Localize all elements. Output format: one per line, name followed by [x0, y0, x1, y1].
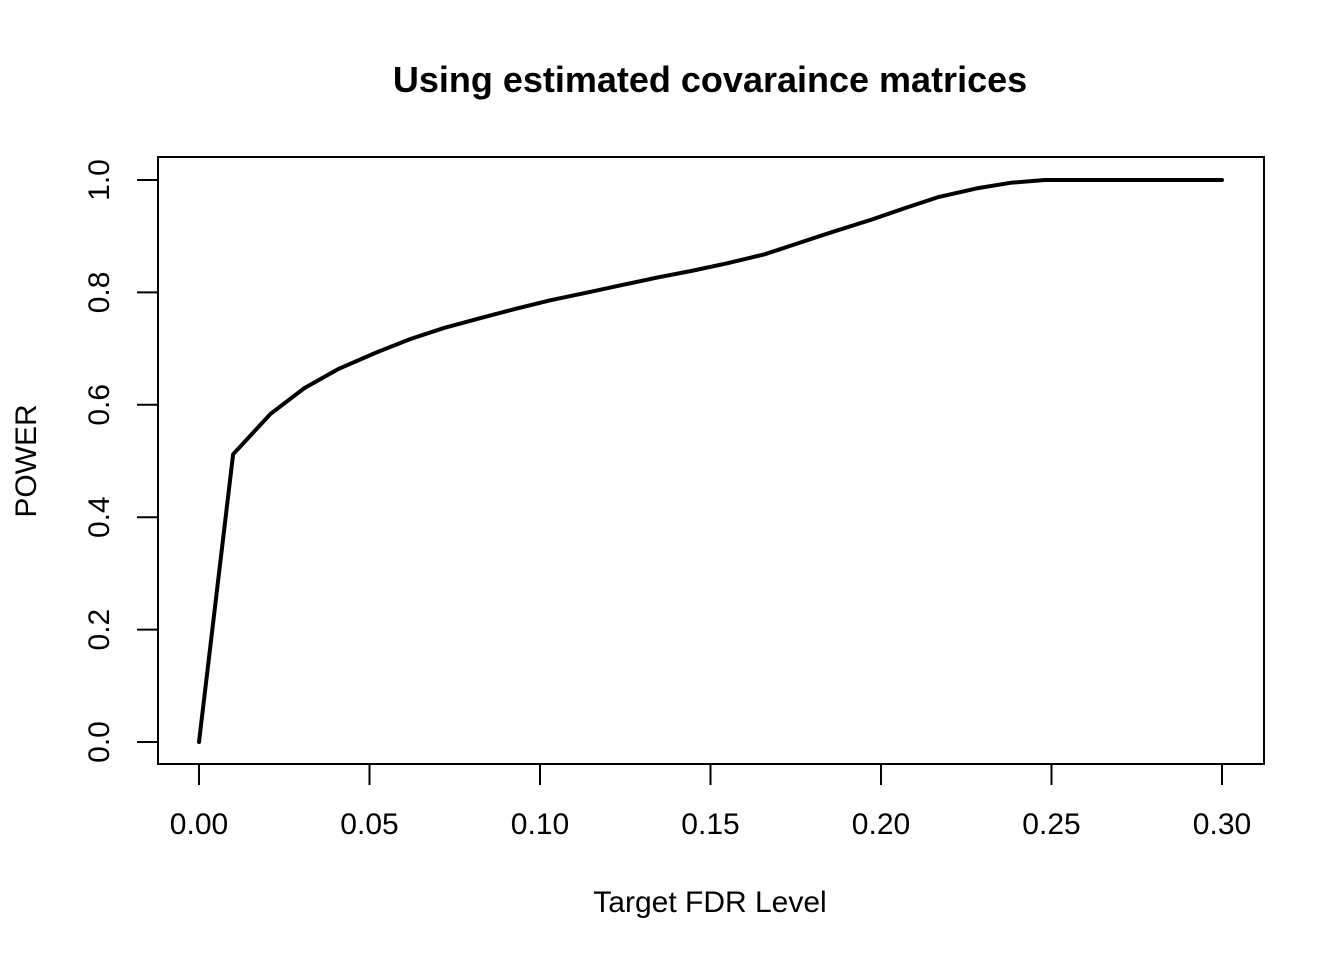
x-tick-label: 0.30	[1193, 808, 1251, 841]
x-tick-label: 0.15	[681, 808, 739, 841]
y-tick-label: 0.4	[83, 496, 116, 538]
y-tick-label: 0.6	[83, 384, 116, 426]
y-axis-label: POWER	[10, 404, 43, 517]
plot-area-frame	[157, 156, 1265, 765]
y-tick-label: 0.8	[83, 272, 116, 314]
x-axis: 0.00 0.05 0.10 0.15 0.20 0.25 0.30	[170, 763, 1251, 841]
y-tick-label: 0.2	[83, 609, 116, 651]
y-tick-label: 1.0	[83, 159, 116, 201]
x-tick-label: 0.05	[340, 808, 398, 841]
x-tick-label: 0.25	[1022, 808, 1080, 841]
x-tick-label: 0.00	[170, 808, 228, 841]
y-tick-label: 0.0	[83, 721, 116, 763]
series-layer	[197, 178, 1224, 744]
x-tick-label: 0.20	[852, 808, 910, 841]
y-axis: 0.0 0.2 0.4 0.6 0.8 1.0	[83, 159, 159, 763]
series-line	[197, 178, 1224, 744]
x-axis-label: Target FDR Level	[593, 886, 826, 919]
x-tick-label: 0.10	[511, 808, 569, 841]
chart-title: Using estimated covaraince matrices	[393, 59, 1027, 100]
